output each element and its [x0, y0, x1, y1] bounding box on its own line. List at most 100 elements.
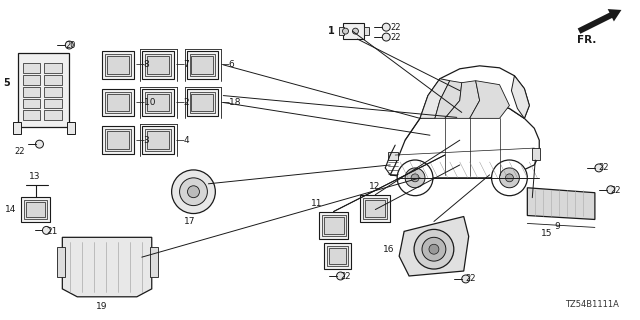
Bar: [107, 56, 129, 74]
Bar: [44, 75, 62, 85]
Text: —10: —10: [136, 98, 156, 107]
Bar: [13, 122, 20, 134]
Bar: [147, 93, 169, 111]
Circle shape: [382, 23, 390, 31]
Bar: [107, 93, 129, 111]
Polygon shape: [445, 81, 479, 118]
FancyArrow shape: [578, 9, 621, 34]
Circle shape: [353, 28, 358, 34]
Circle shape: [382, 33, 390, 41]
Bar: [191, 56, 213, 74]
Bar: [191, 93, 213, 111]
Bar: [328, 248, 346, 264]
Text: 22: 22: [466, 275, 476, 284]
Circle shape: [180, 178, 207, 206]
Bar: [360, 195, 390, 222]
Circle shape: [337, 272, 344, 280]
Text: 1: 1: [328, 26, 335, 36]
Text: 11: 11: [311, 199, 323, 208]
Bar: [364, 27, 369, 35]
Circle shape: [461, 275, 470, 283]
Bar: [147, 131, 169, 149]
Text: 22: 22: [611, 186, 621, 195]
Bar: [18, 53, 69, 127]
Circle shape: [35, 140, 44, 148]
Text: 22: 22: [390, 23, 401, 32]
Text: —4: —4: [175, 136, 190, 145]
Circle shape: [595, 164, 603, 172]
Bar: [365, 200, 385, 218]
Polygon shape: [399, 217, 468, 276]
Bar: [107, 131, 129, 149]
Polygon shape: [390, 100, 540, 178]
Bar: [342, 23, 364, 39]
Text: 5: 5: [3, 78, 10, 88]
Bar: [22, 99, 40, 108]
Bar: [147, 56, 169, 74]
Text: —8: —8: [136, 60, 150, 69]
Text: 16: 16: [383, 245, 394, 254]
Text: —3: —3: [136, 136, 150, 145]
Text: FR.: FR.: [577, 35, 596, 45]
Bar: [105, 92, 131, 113]
Text: 17: 17: [184, 218, 195, 227]
Polygon shape: [527, 188, 595, 220]
Bar: [44, 110, 62, 120]
Circle shape: [42, 227, 51, 234]
Bar: [339, 27, 344, 35]
Polygon shape: [420, 79, 450, 118]
Text: 22: 22: [340, 272, 351, 282]
Bar: [322, 214, 346, 236]
Text: 12: 12: [369, 182, 380, 191]
Bar: [189, 54, 215, 76]
Circle shape: [607, 186, 615, 194]
Polygon shape: [511, 76, 529, 118]
Bar: [67, 122, 76, 134]
Circle shape: [65, 41, 73, 49]
Text: TZ54B1111A: TZ54B1111A: [565, 300, 619, 309]
Text: 13: 13: [29, 172, 40, 181]
Circle shape: [342, 28, 349, 34]
Text: 22: 22: [14, 147, 25, 156]
Bar: [145, 54, 171, 76]
Bar: [102, 126, 134, 154]
Bar: [22, 63, 40, 73]
Bar: [44, 99, 62, 108]
Circle shape: [422, 237, 446, 261]
Text: —2: —2: [175, 98, 190, 107]
Circle shape: [405, 168, 425, 188]
Bar: [145, 129, 171, 151]
Text: 22: 22: [599, 164, 609, 172]
Bar: [324, 217, 344, 234]
Text: 14: 14: [5, 205, 17, 214]
Bar: [24, 200, 47, 220]
Circle shape: [188, 186, 200, 198]
Bar: [22, 110, 40, 120]
Bar: [142, 89, 173, 116]
Text: —6: —6: [220, 60, 235, 69]
Bar: [142, 51, 173, 79]
Bar: [102, 51, 134, 79]
Circle shape: [429, 244, 439, 254]
Text: 15: 15: [541, 229, 553, 238]
Circle shape: [414, 229, 454, 269]
Bar: [388, 152, 398, 160]
Bar: [324, 243, 351, 269]
Circle shape: [506, 174, 513, 182]
Text: 20: 20: [65, 41, 76, 50]
Bar: [105, 129, 131, 151]
Bar: [22, 87, 40, 97]
Circle shape: [499, 168, 520, 188]
Circle shape: [397, 160, 433, 196]
Bar: [150, 247, 157, 277]
Bar: [142, 126, 173, 154]
Circle shape: [411, 174, 419, 182]
Polygon shape: [435, 81, 461, 118]
Bar: [105, 54, 131, 76]
Text: 22: 22: [390, 33, 401, 42]
Bar: [364, 198, 387, 220]
Bar: [44, 87, 62, 97]
Circle shape: [172, 170, 215, 213]
Text: 21: 21: [47, 227, 58, 236]
Text: 9: 9: [554, 222, 560, 231]
